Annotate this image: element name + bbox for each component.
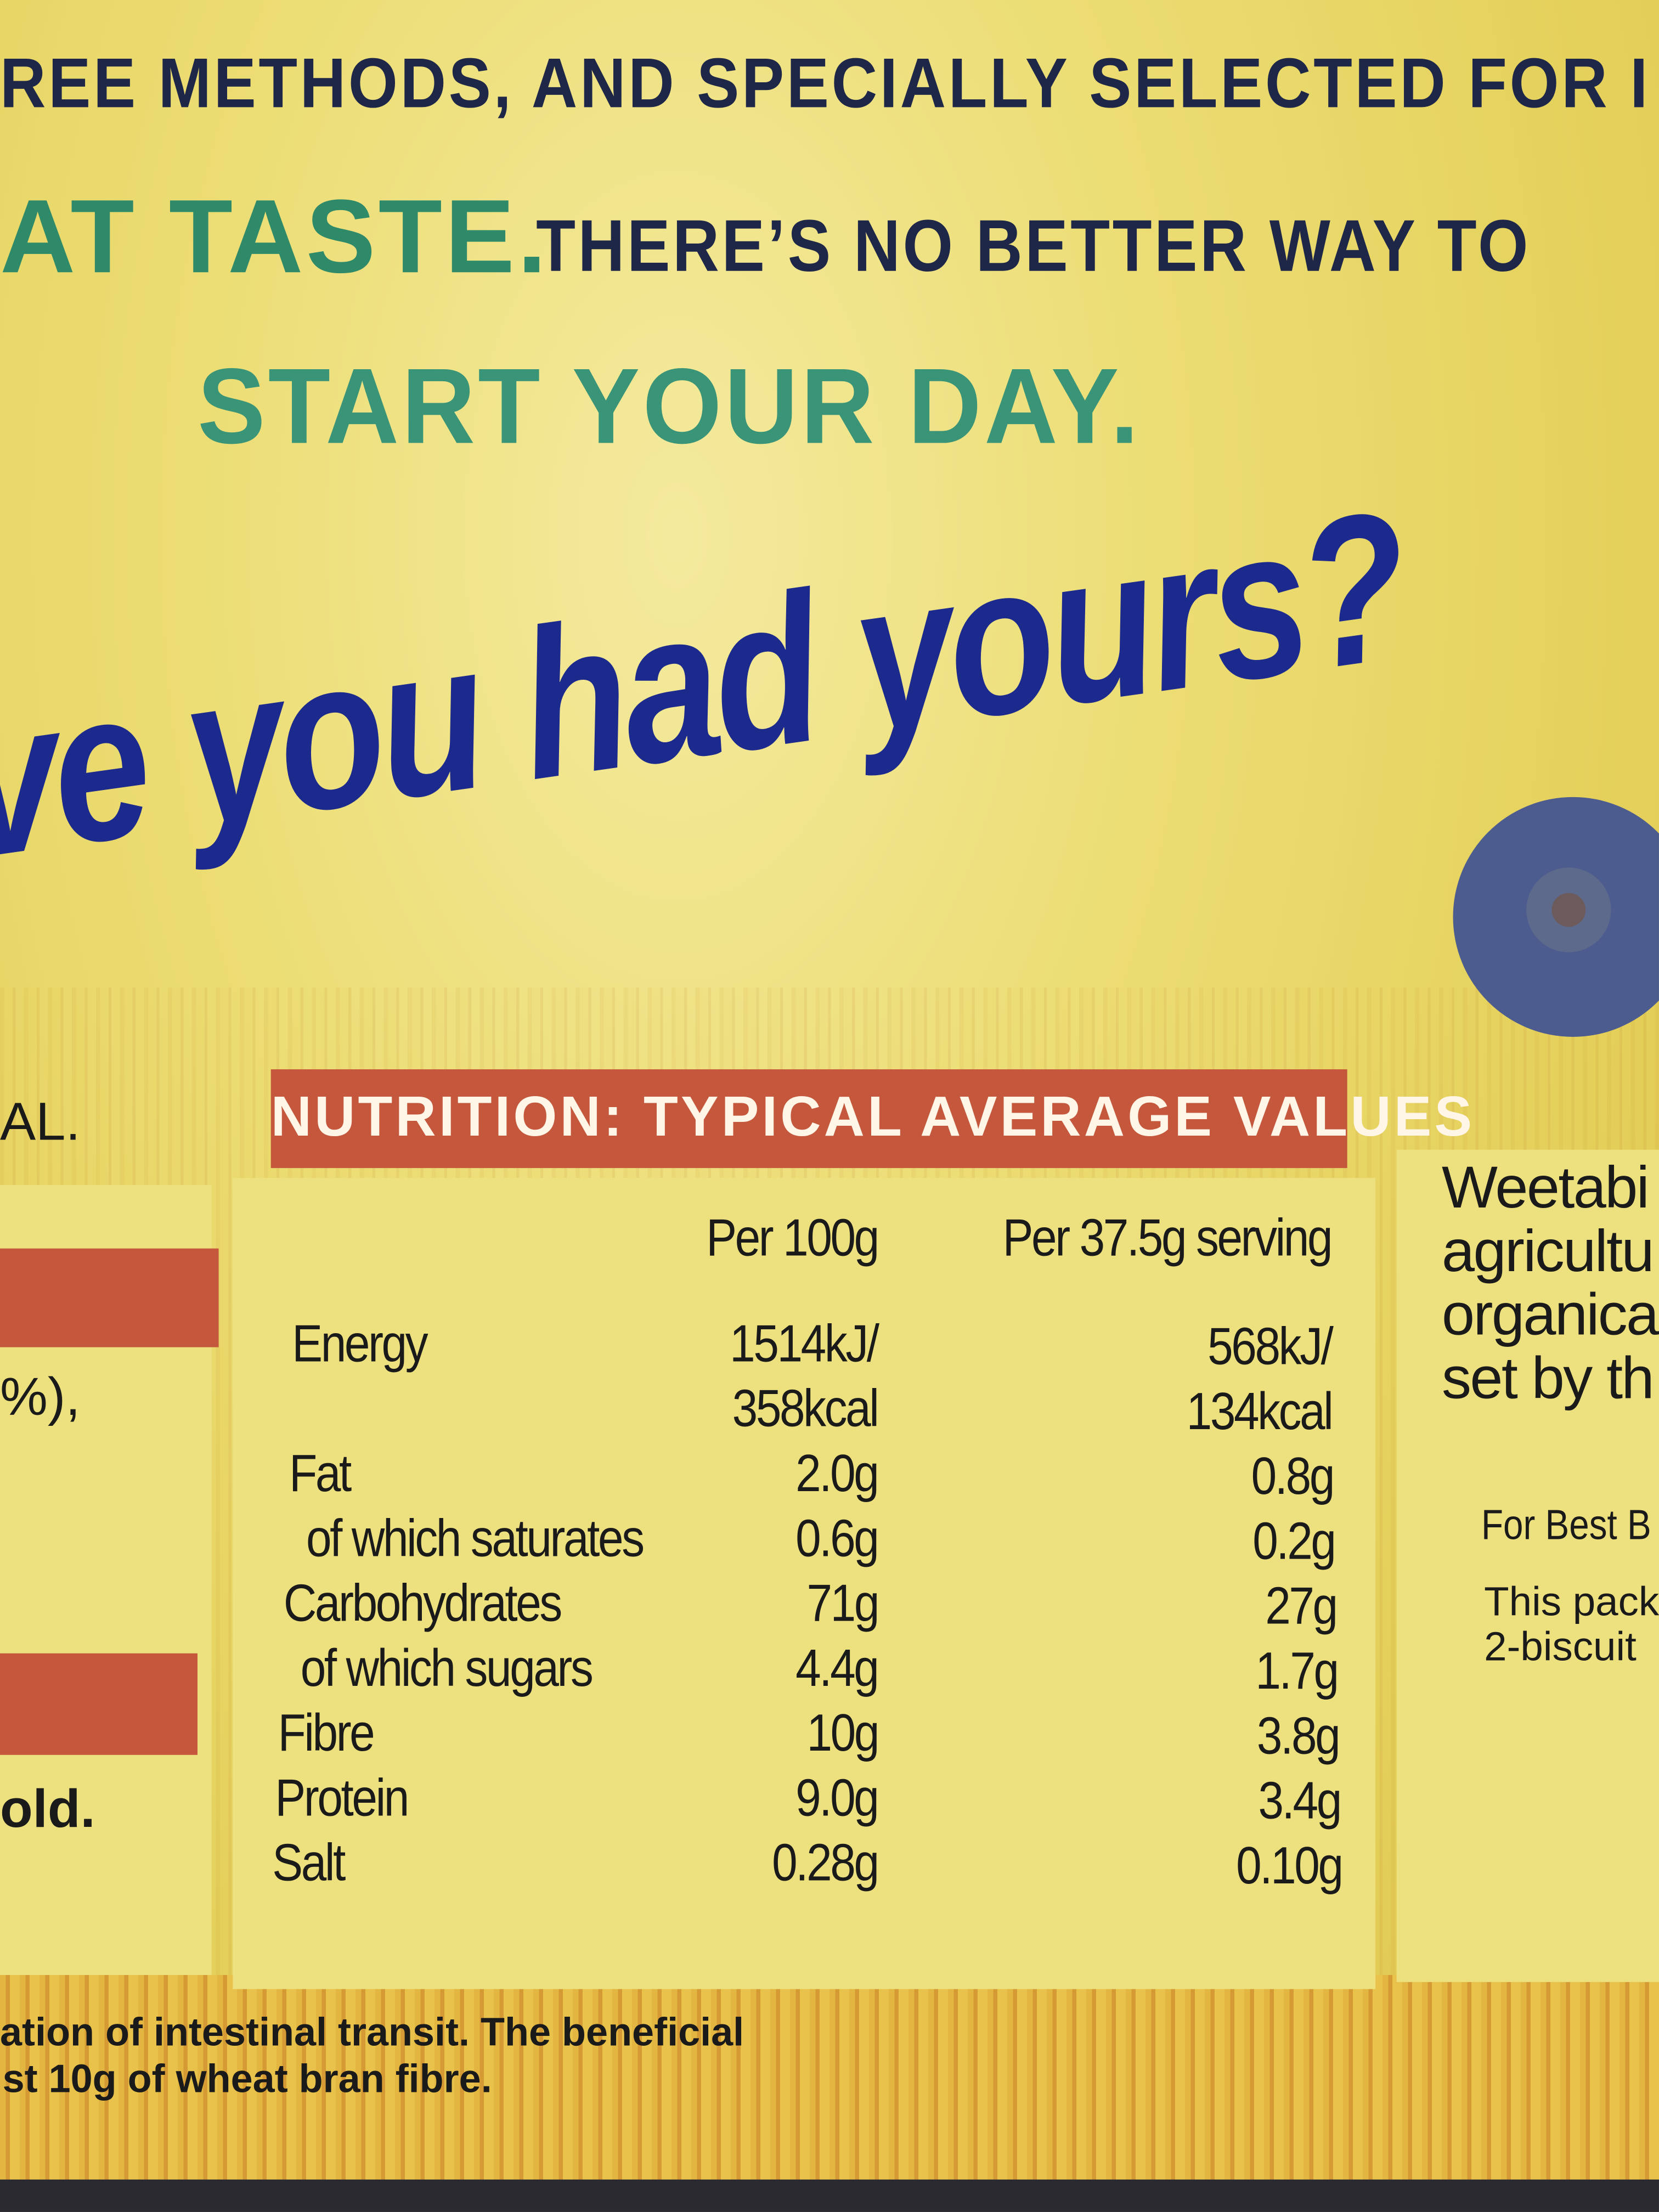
footer-line: ist 10g of wheat bran fibre. — [0, 2057, 492, 2101]
blueberry — [1453, 797, 1659, 1037]
headline: ve you had yours? — [0, 466, 1419, 903]
per-100g-value: 358kcal — [732, 1379, 879, 1438]
per-100g-value: 2.0g — [795, 1444, 879, 1503]
tagline-green: AT TASTE. — [0, 177, 550, 295]
per-serving-value: 0.10g — [1235, 1836, 1344, 1895]
blueberry-crown — [1551, 893, 1586, 927]
per-serving-value: 27g — [1265, 1577, 1338, 1635]
nutrition-banner — [270, 1069, 1347, 1169]
wood-texture-lower — [0, 1974, 1659, 2187]
column-header: Per 100g — [706, 1209, 879, 1267]
row-label: Carbohydrates — [283, 1574, 562, 1633]
label-bar — [0, 1653, 198, 1755]
pack-note: This pack — [1484, 1579, 1659, 1626]
per-100g-value: 9.0g — [795, 1769, 879, 1827]
description-line: agricultu — [1441, 1217, 1655, 1284]
per-serving-value: 134kcal — [1186, 1382, 1334, 1441]
per-serving-value: 1.7g — [1255, 1642, 1339, 1700]
row-label: Fibre — [278, 1704, 375, 1762]
per-100g-value: 4.4g — [795, 1639, 879, 1697]
best-before: For Best B — [1481, 1502, 1651, 1549]
per-serving-value: 0.8g — [1251, 1447, 1335, 1505]
per-100g-value: 1514kJ/ — [729, 1314, 879, 1373]
left-fragment: AL. — [0, 1093, 81, 1153]
per-100g-value: 71g — [806, 1574, 879, 1633]
description-line: Weetabi — [1441, 1154, 1650, 1221]
tagline-green: START YOUR DAY. — [197, 347, 1142, 467]
nutrition-panel — [233, 1178, 1376, 1989]
footer-line: ation of intestinal transit. The benefic… — [0, 2010, 744, 2054]
per-serving-value: 0.2g — [1252, 1512, 1336, 1570]
row-label: of which sugars — [300, 1639, 594, 1697]
row-label: Energy — [292, 1314, 428, 1373]
row-label: Protein — [275, 1769, 409, 1827]
tagline-line: REE METHODS, AND SPECIALLY SELECTED FOR … — [0, 43, 1650, 123]
per-100g-value: 0.6g — [795, 1509, 879, 1567]
description-line: organica — [1441, 1280, 1659, 1347]
tagline-dark: THERE’S NO BETTER WAY TO — [536, 206, 1531, 288]
label-bar — [0, 1248, 219, 1347]
row-label: Fat — [289, 1444, 352, 1503]
description-line: set by th — [1441, 1344, 1655, 1411]
pack-note: 2-biscuit — [1484, 1625, 1637, 1671]
left-fragment: old. — [0, 1780, 95, 1840]
per-serving-value: 3.8g — [1256, 1707, 1341, 1765]
table-edge — [0, 2179, 1659, 2212]
per-serving-value: 568kJ/ — [1207, 1317, 1334, 1376]
left-fragment: %), — [0, 1368, 81, 1428]
nutrition-title: NUTRITION: TYPICAL AVERAGE VALUES — [270, 1086, 1475, 1149]
row-label: of which saturates — [306, 1509, 645, 1567]
column-header: Per 37.5g serving — [1003, 1209, 1334, 1267]
right-panel — [1396, 1149, 1659, 1982]
row-label: Salt — [272, 1833, 346, 1892]
per-100g-value: 0.28g — [771, 1833, 879, 1892]
per-serving-value: 3.4g — [1258, 1771, 1342, 1830]
per-100g-value: 10g — [806, 1704, 879, 1762]
